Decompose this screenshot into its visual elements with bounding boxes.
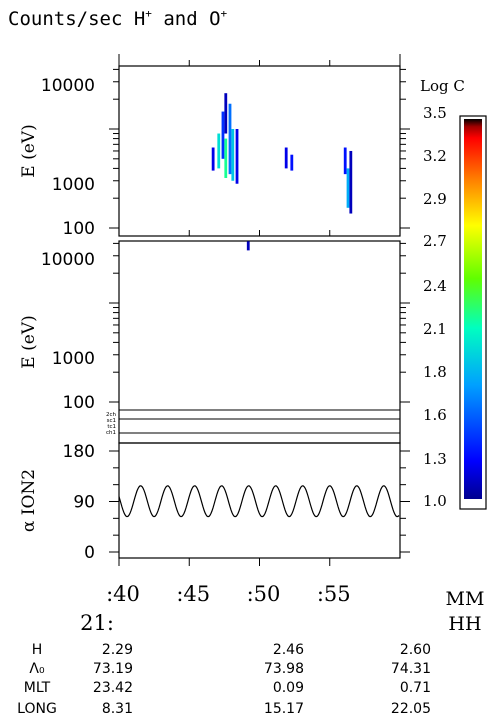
x-unit-hh: HH [448, 613, 481, 635]
channel-label: ch1 [106, 430, 116, 436]
ephemeris-value: 22.05 [391, 701, 431, 717]
ephemeris-value: 2.60 [400, 642, 431, 658]
pitch-angle-line [118, 485, 400, 518]
spectrogram-pixel [217, 133, 221, 169]
x-hour-label: 21: [80, 611, 114, 635]
h-spectrogram-ylabel: E (eV) [19, 124, 39, 177]
colorbar-tick-label: 2.9 [423, 190, 447, 208]
colorbar-tick-label: 3.5 [423, 104, 447, 122]
spectrogram-pixel [349, 150, 353, 214]
x-unit-mm: MM [446, 588, 485, 610]
spectrogram-pixel [343, 147, 347, 175]
pitch-angle-ylabel: α ION2 [19, 469, 39, 532]
h-spectrogram-ytick-label: 10000 [41, 76, 95, 96]
o-spectrogram-panel: E (eV) 10000 1000 100 [19, 240, 410, 444]
colorbar-tick-label: 2.1 [423, 320, 447, 338]
ephemeris-row-label: LONG [17, 701, 57, 717]
pitch-ytick-label: 180 [63, 442, 95, 462]
spectrogram-pixel [246, 241, 250, 251]
o-spectrogram-ytick-label: 1000 [52, 349, 95, 369]
ephemeris-value: 2.29 [102, 642, 133, 658]
x-tick-label: :55 [317, 582, 351, 606]
ephemeris-value: 0.71 [400, 680, 431, 696]
h-spectrogram-ytick-label: 1000 [52, 175, 95, 195]
ephemeris-value: 2.46 [273, 642, 304, 658]
colorbar-tick-label: 2.7 [423, 232, 447, 250]
colorbar-tick-label: 1.8 [423, 363, 447, 381]
o-spectrogram-ytick-label: 10000 [41, 250, 95, 270]
spectrogram-pixel [224, 138, 228, 178]
ephemeris-row-label: Λ₀ [29, 661, 45, 677]
spectrogram-pixel [346, 168, 350, 208]
x-tick-label: :40 [106, 582, 140, 606]
ephemeris-value: 8.31 [102, 701, 133, 717]
colorbar-gradient [464, 119, 482, 499]
channel-label: 2ch [106, 412, 117, 418]
o-spectrogram-ytick-label: 100 [63, 393, 95, 413]
x-tick-label: :50 [247, 582, 281, 606]
ephemeris-row-label: H [32, 642, 43, 658]
pitch-ytick-label: 0 [84, 543, 95, 563]
spectrogram-pixel [290, 154, 294, 171]
spectrogram-pixel [221, 111, 225, 159]
channel-label: tc1 [107, 424, 116, 430]
colorbar-tick-label: 1.0 [423, 492, 447, 510]
o-spectrogram-ylabel: E (eV) [19, 315, 39, 368]
figure-title: Counts/sec H+ and O+ [8, 7, 228, 30]
ephemeris-value: 73.98 [264, 661, 304, 677]
spectrogram-pixel [235, 129, 239, 184]
spectrogram-pixel [211, 147, 215, 171]
ephemeris-table: H 2.29 2.46 2.60 Λ₀ 73.19 73.98 74.31 MLT 23.42 0.… [17, 642, 431, 717]
colorbar-tick-label: 3.2 [423, 147, 447, 165]
colorbar-label: Log C [420, 77, 465, 95]
ephemeris-row-label: MLT [24, 680, 51, 696]
channel-label: sc1 [107, 418, 116, 424]
colorbar-tick-label: 1.3 [423, 450, 447, 468]
x-axis: :40 :45 :50 :55 21: MM HH [80, 54, 484, 635]
ephemeris-value: 23.42 [93, 680, 133, 696]
h-spectrogram-panel: E (eV) 10000 1000 100 [19, 65, 410, 239]
spectrogram-pixel [231, 129, 235, 181]
colorbar-tick-label: 2.4 [423, 277, 447, 295]
ephemeris-value: 73.19 [93, 661, 133, 677]
spectrogram-pixel [224, 93, 228, 134]
pitch-angle-panel: α ION2 180 90 0 [19, 442, 410, 563]
x-tick-label: :45 [176, 582, 210, 606]
colorbar-frame [459, 115, 487, 510]
ephemeris-value: 0.09 [273, 680, 304, 696]
spectrogram-pixel [284, 147, 288, 169]
colorbar: Log C 3.5 3.2 2.9 2.7 2.4 2.1 1.8 1.6 1.3 1.0 [420, 77, 487, 510]
ephemeris-value: 15.17 [264, 701, 304, 717]
h-spectrogram-ytick-label: 100 [63, 219, 95, 239]
ephemeris-value: 74.31 [391, 661, 431, 677]
h-spectrogram-frame [118, 65, 401, 237]
colorbar-tick-label: 1.6 [423, 406, 447, 424]
spectrogram-pixel [228, 103, 232, 175]
o-spectrogram-frame [118, 240, 401, 444]
pitch-ytick-label: 90 [73, 493, 95, 513]
